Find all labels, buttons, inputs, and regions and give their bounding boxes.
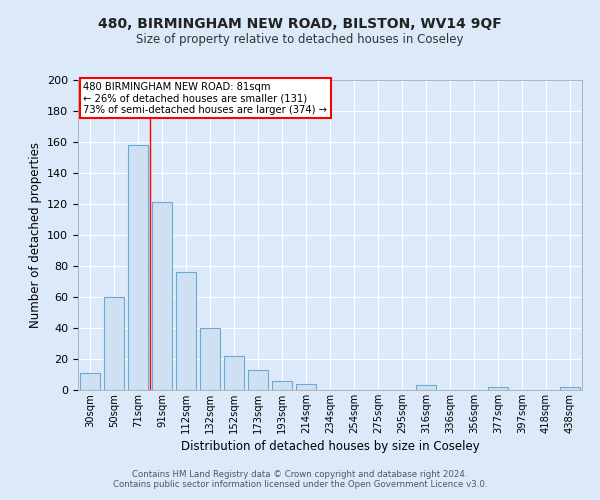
Bar (176, 272, 196, 390)
Bar (200, 328, 220, 390)
Text: Contains public sector information licensed under the Open Government Licence v3: Contains public sector information licen… (113, 480, 487, 489)
Bar (272, 380, 292, 390)
Bar (248, 370, 268, 390)
Bar (416, 386, 436, 390)
Bar (488, 387, 508, 390)
Bar (128, 145, 148, 390)
Bar (296, 384, 316, 390)
Text: 480 BIRMINGHAM NEW ROAD: 81sqm
← 26% of detached houses are smaller (131)
73% of: 480 BIRMINGHAM NEW ROAD: 81sqm ← 26% of … (83, 82, 327, 115)
X-axis label: Distribution of detached houses by size in Coseley: Distribution of detached houses by size … (181, 440, 479, 453)
Text: Size of property relative to detached houses in Coseley: Size of property relative to detached ho… (136, 32, 464, 46)
Text: 480, BIRMINGHAM NEW ROAD, BILSTON, WV14 9QF: 480, BIRMINGHAM NEW ROAD, BILSTON, WV14 … (98, 18, 502, 32)
Bar (224, 356, 244, 390)
Y-axis label: Number of detached properties: Number of detached properties (29, 142, 41, 328)
Text: Contains HM Land Registry data © Crown copyright and database right 2024.: Contains HM Land Registry data © Crown c… (132, 470, 468, 479)
Bar (152, 202, 172, 390)
Bar (560, 387, 580, 390)
Bar (104, 297, 124, 390)
Bar (80, 373, 100, 390)
